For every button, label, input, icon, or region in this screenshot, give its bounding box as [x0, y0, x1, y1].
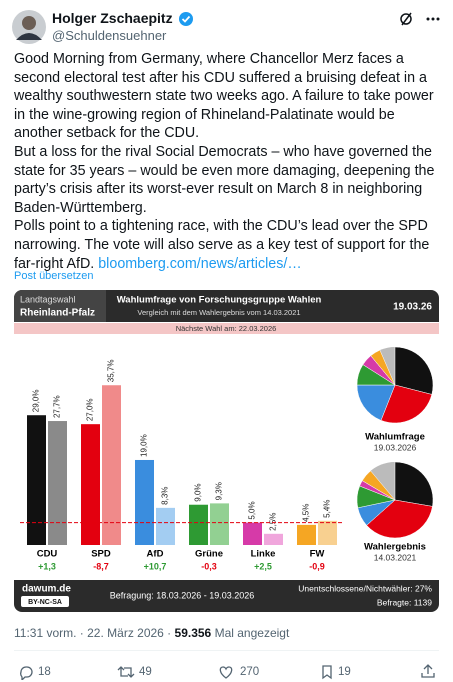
reply-icon[interactable] — [18, 664, 34, 680]
tweet-text: Good Morning from Germany, where Chancel… — [14, 50, 442, 273]
header-state: Rheinland-Pfalz — [20, 308, 95, 319]
timestamp: 11:31 vorm. · 22. März 2026 · 59.356 Mal… — [14, 626, 289, 640]
header-icons[interactable] — [398, 10, 443, 28]
value-label: 8,3% — [161, 487, 170, 505]
bar — [297, 524, 316, 545]
category-label: SPD — [91, 549, 111, 560]
value-label: 29,0% — [32, 390, 41, 413]
value-label: 5,4% — [323, 500, 332, 518]
pie-slice — [394, 461, 434, 507]
chart-title: Wahlumfrage von Forschungsgruppe Wahlen — [117, 295, 322, 306]
bar — [135, 459, 154, 545]
paragraph: But a loss for the rival Social Democrat… — [14, 143, 435, 216]
footer-period: Befragung: 18.03.2026 - 19.03.2026 — [110, 590, 255, 600]
legend-date: 14.03.2021 — [374, 552, 417, 562]
author-handle[interactable]: @Schuldensuehner — [52, 28, 167, 43]
next-election: Nächste Wahl am: 22.03.2026 — [176, 324, 277, 333]
value-label: 9,3% — [215, 482, 224, 500]
footer-sample: Befragte: 1139 — [377, 597, 432, 607]
category-label: FW — [310, 549, 325, 560]
bar — [156, 507, 175, 545]
value-label: 5,0% — [248, 501, 257, 519]
footer-license: BY-NC-SA — [28, 599, 62, 606]
legend-name: Wahlumfrage — [365, 432, 425, 443]
like-count: 270 — [240, 666, 260, 678]
value-label: 9,0% — [194, 483, 203, 501]
category-label: AfD — [147, 549, 164, 560]
value-label: 4,5% — [302, 504, 311, 522]
value-label: 19,0% — [140, 434, 149, 457]
pie-slice — [356, 384, 396, 421]
reply-count: 18 — [38, 666, 51, 678]
time[interactable]: 11:31 vorm. · 22. März 2026 · — [14, 626, 172, 640]
bar — [48, 421, 67, 545]
diff-label: +2,5 — [254, 561, 272, 571]
diff-label: +1,3 — [38, 561, 56, 571]
next-election-band — [14, 323, 439, 334]
pie-slice — [370, 349, 396, 386]
footer-undecided: Unentschlossene/Nichtwähler: 27% — [298, 583, 432, 593]
diff-label: -0,3 — [201, 561, 217, 571]
view-label: Mal angezeigt — [214, 626, 290, 640]
category-label: Linke — [251, 549, 276, 560]
share-icon[interactable] — [420, 663, 436, 679]
bar — [210, 503, 229, 545]
legend-name: Wahlergebnis — [364, 542, 426, 553]
paragraph: Good Morning from Germany, where Chancel… — [14, 51, 434, 142]
pie-slice — [366, 499, 433, 539]
bar — [243, 522, 262, 545]
header-left — [14, 290, 106, 322]
footer-source: dawum.de — [22, 584, 71, 595]
pie-slice — [361, 470, 396, 501]
bar — [27, 415, 46, 545]
value-label: 27,0% — [86, 398, 95, 421]
value-label: 27,7% — [53, 395, 62, 418]
legend-date: 19.03.2026 — [374, 442, 417, 452]
diff-label: +10,7 — [144, 561, 167, 571]
repost-count: 49 — [139, 666, 152, 678]
diff-label: -0,9 — [309, 561, 325, 571]
link[interactable]: bloomberg.com/news/articles/… — [98, 255, 302, 272]
diff-label: -8,7 — [93, 561, 109, 571]
author-name[interactable]: Holger Zschaepitz — [52, 10, 173, 26]
like-icon[interactable] — [218, 664, 234, 680]
bar — [264, 533, 283, 545]
chart-image: Landtagswahl Rheinland-Pfalz Wahlumfrage v… — [14, 290, 439, 612]
divider — [14, 650, 439, 651]
bar — [81, 424, 100, 545]
chart-date: 19.03.26 — [393, 302, 432, 313]
view-count: 59.356 — [174, 626, 212, 640]
paragraph: Polls point to a tightening race, with t… — [14, 217, 442, 273]
value-label: 35,7% — [107, 360, 116, 383]
bookmark-count: 19 — [338, 666, 351, 678]
pie-slice — [380, 384, 433, 424]
avatar[interactable] — [12, 10, 46, 44]
bar — [102, 385, 121, 545]
chart-subtitle: Vergleich mit dem Wahlergebnis vom 14.03… — [137, 308, 300, 317]
bookmark-icon[interactable] — [320, 664, 336, 680]
bar — [318, 520, 337, 545]
verified-badge — [179, 12, 193, 26]
category-label: CDU — [37, 549, 58, 560]
header-label: Landtagswahl — [20, 294, 76, 304]
footer-band — [14, 580, 439, 612]
category-label: Grüne — [195, 549, 223, 560]
bar — [189, 504, 208, 545]
paragraph-text: Polls point to a tightening race, with t… — [14, 218, 430, 272]
license-badge — [21, 596, 69, 607]
repost-icon[interactable] — [117, 664, 135, 680]
pie-slice — [394, 346, 434, 395]
translate-link[interactable]: Post übersetzen — [14, 270, 94, 282]
value-label: 2,5% — [269, 513, 278, 531]
